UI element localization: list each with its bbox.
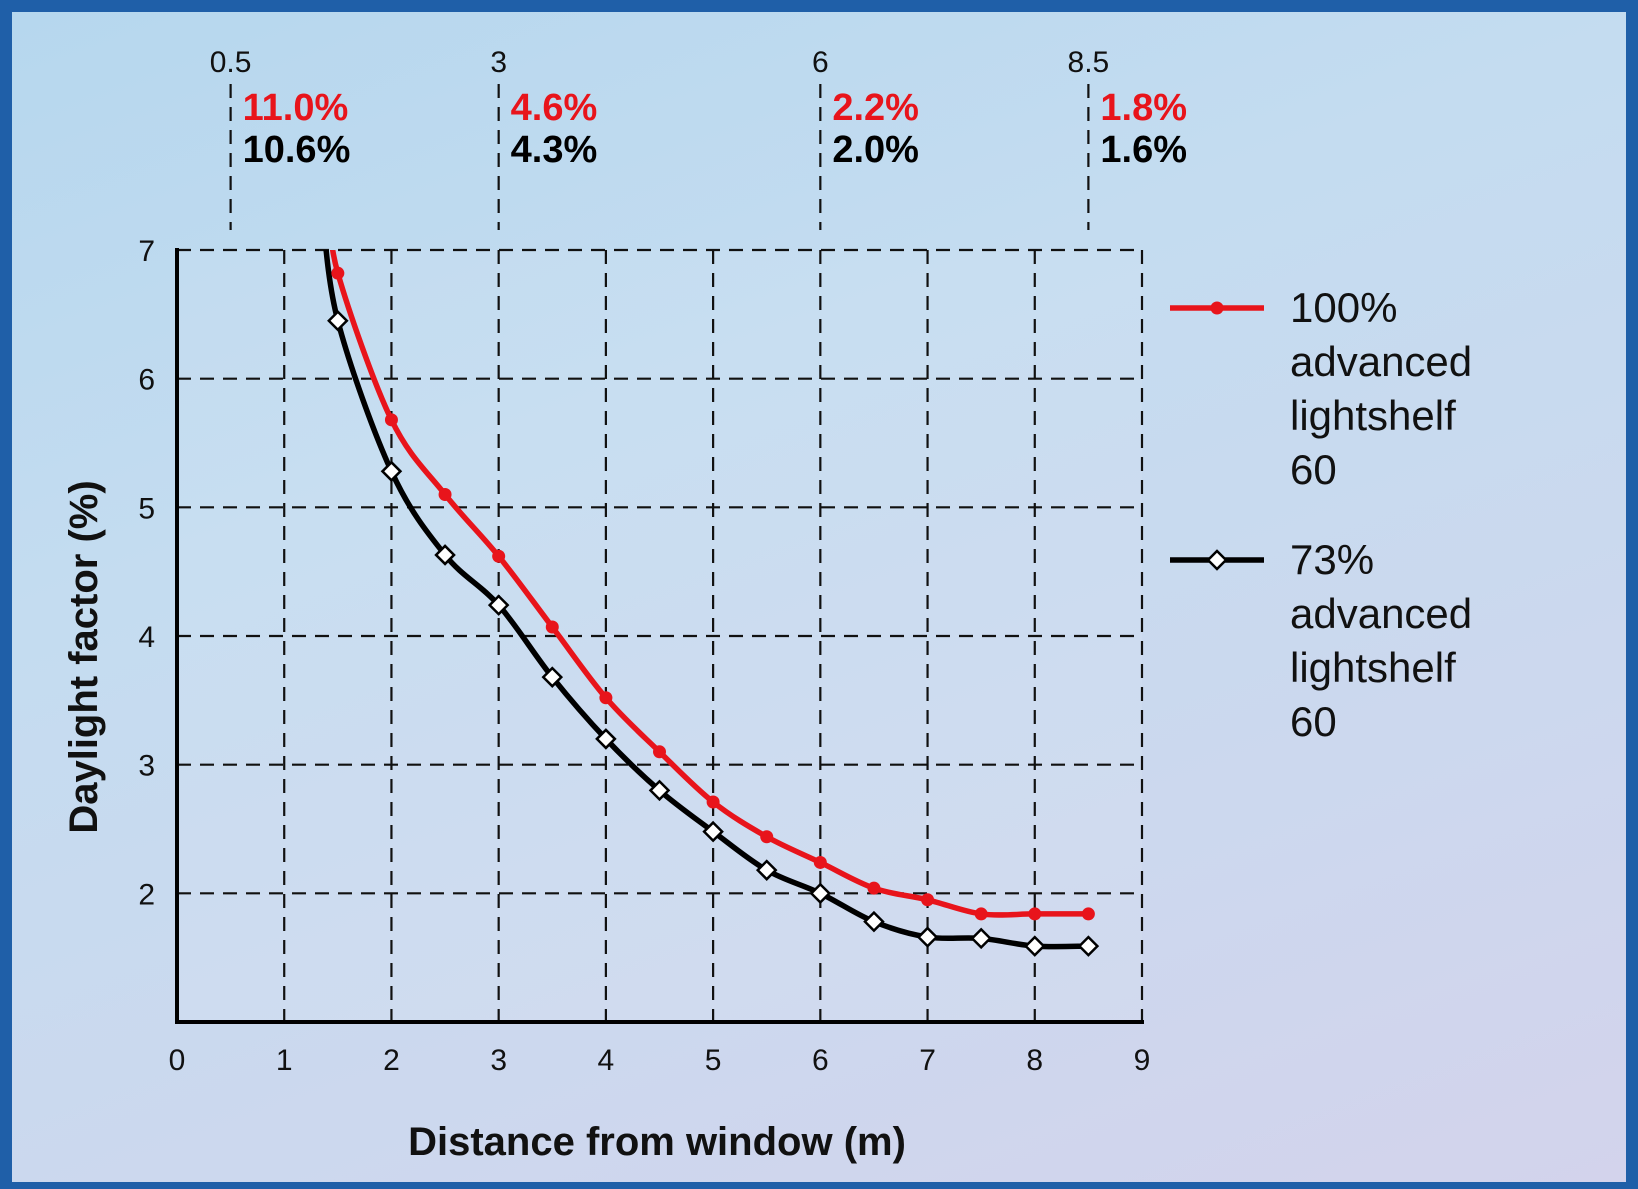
legend-label-1-line-1: advanced — [1290, 590, 1472, 637]
marker-label-1: 3 — [490, 46, 507, 79]
series-0-point-0 — [331, 266, 345, 280]
annotation-black-1: 4.3% — [511, 129, 598, 171]
marker-label-2: 6 — [812, 46, 829, 79]
daylight-chart: 0 1 2 3 4 5 6 7 8 9 2 3 4 5 6 7 Distance from window (m… — [62, 46, 1472, 1164]
legend-label-0-line-1: advanced — [1290, 338, 1472, 385]
annotation-black-2: 2.0% — [832, 129, 919, 171]
series-0-point-9 — [813, 855, 827, 869]
y-tick-label-3: 3 — [138, 750, 155, 783]
series-1-point-6 — [648, 779, 671, 802]
marker-label-3: 8.5 — [1068, 46, 1110, 79]
series-0-point-4 — [545, 620, 559, 634]
series-1-point-11 — [916, 926, 939, 948]
axes — [175, 248, 1144, 1024]
x-tick-label-8: 8 — [1026, 1044, 1043, 1077]
series-0-point-8 — [760, 830, 774, 844]
legend-label-0-line-0: 100% — [1290, 284, 1397, 331]
y-axis-title: Daylight factor (%) — [62, 480, 106, 833]
legend-label-1-line-2: lightshelf — [1290, 644, 1456, 691]
top-annotations: 0.5 11.0%10.6% 34.6%4.3% 62.2%2.0% 8.5 1.8%1.… — [210, 46, 1187, 230]
series-0-point-13 — [1028, 907, 1042, 921]
x-tick-label-4: 4 — [598, 1044, 615, 1077]
series-0-point-6 — [653, 745, 666, 759]
series-1-point-5 — [595, 728, 617, 750]
series-0-point-10 — [867, 881, 881, 895]
series-1-point-13 — [1024, 935, 1046, 957]
series-1-point-12 — [970, 927, 992, 950]
marker-label-0: 0.5 — [210, 46, 252, 79]
legend-label-0-line-2: lightshelf — [1290, 392, 1456, 439]
series-1-point-10 — [863, 910, 885, 933]
y-tick-label-5: 5 — [138, 492, 155, 525]
x-tick-label-7: 7 — [919, 1044, 936, 1077]
series-1-point-1 — [380, 460, 403, 483]
grid — [177, 248, 1144, 1022]
series-0-point-7 — [706, 795, 720, 809]
series-layer — [323, 250, 1100, 957]
series-0-point-1 — [384, 413, 398, 427]
series-1-point-9 — [809, 882, 832, 905]
series-0-point-2 — [438, 487, 452, 501]
y-tick-label-7: 7 — [138, 235, 155, 268]
series-1-point-8 — [755, 859, 778, 881]
series-1-point-0 — [327, 309, 349, 332]
y-tick-label-2: 2 — [138, 878, 155, 911]
legend-swatch-marker-1 — [1206, 549, 1228, 571]
annotation-red-1: 4.6% — [511, 87, 598, 129]
legend-swatch-marker-0 — [1210, 301, 1224, 315]
x-tick-label-9: 9 — [1134, 1044, 1151, 1077]
legend: 100% advanced lightshelf 60 73% advanced light… — [1170, 284, 1472, 745]
x-tick-label-2: 2 — [383, 1044, 400, 1077]
x-tick-label-0: 0 — [169, 1044, 186, 1077]
x-tick-label-3: 3 — [490, 1044, 507, 1077]
annotation-black-3: 1.6% — [1100, 129, 1187, 171]
series-1-point-14 — [1077, 935, 1100, 957]
annotation-red-2: 2.2% — [832, 87, 919, 129]
series-0-point-5 — [599, 691, 613, 705]
y-tick-label-4: 4 — [138, 621, 155, 654]
x-tick-label-1: 1 — [276, 1044, 293, 1077]
series-1-point-4 — [541, 666, 564, 688]
series-0-point-11 — [921, 893, 935, 907]
plot-area — [177, 250, 1142, 1022]
series-0-point-3 — [492, 549, 506, 563]
x-tick-label-5: 5 — [705, 1044, 722, 1077]
chart-panel: 0 1 2 3 4 5 6 7 8 9 2 3 4 5 6 7 Distance from window (m… — [12, 12, 1626, 1182]
legend-label-1-line-0: 73% — [1290, 536, 1374, 583]
series-1-point-7 — [702, 820, 724, 843]
series-0-point-14 — [1081, 907, 1095, 921]
annotation-red-3: 1.8% — [1100, 87, 1187, 129]
series-0-point-12 — [974, 907, 988, 921]
series-1-point-3 — [487, 594, 510, 616]
series-1-point-2 — [434, 544, 456, 566]
x-axis-title: Distance from window (m) — [408, 1120, 906, 1164]
tick-labels: 0 1 2 3 4 5 6 7 8 9 2 3 4 5 6 7 — [138, 235, 1150, 1077]
legend-label-1-line-3: 60 — [1290, 698, 1337, 745]
annotation-red-0: 11.0% — [243, 87, 349, 129]
legend-label-0-line-3: 60 — [1290, 446, 1337, 493]
x-tick-label-6: 6 — [812, 1044, 829, 1077]
annotation-black-0: 10.6% — [243, 129, 351, 171]
y-tick-label-6: 6 — [138, 364, 155, 397]
